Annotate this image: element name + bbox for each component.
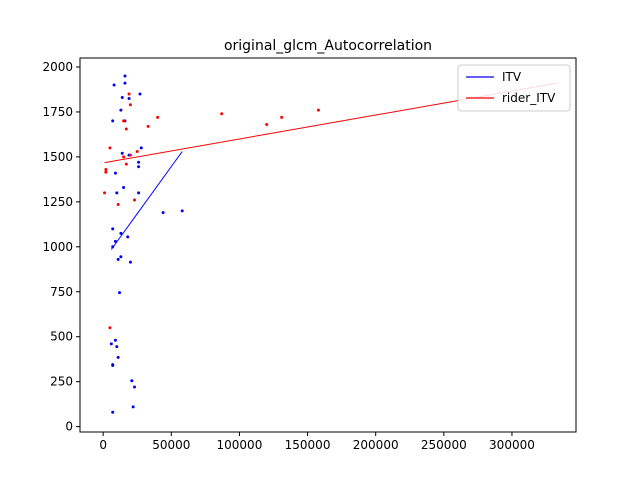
plot-area — [103, 74, 558, 414]
point-rider-itv-4 — [220, 112, 224, 116]
y-tick-label-4: 1000 — [42, 240, 73, 254]
point-rider-itv-14 — [124, 162, 128, 166]
point-itv-16 — [115, 191, 119, 195]
point-itv-31 — [115, 345, 119, 349]
point-itv-24 — [111, 245, 115, 249]
y-tick-label-1: 250 — [50, 375, 73, 389]
point-itv-18 — [161, 211, 165, 215]
x-tick-label-3: 150000 — [285, 438, 331, 452]
point-itv-32 — [116, 355, 120, 359]
point-itv-5 — [120, 96, 124, 100]
y-tick-label-7: 1750 — [42, 105, 73, 119]
legend: ITV rider_ITV — [457, 64, 571, 112]
point-rider-itv-20 — [108, 326, 112, 330]
point-itv-38 — [111, 410, 115, 414]
point-rider-itv-19 — [103, 191, 107, 195]
point-itv-10 — [120, 151, 124, 155]
y-tick-label-2: 500 — [50, 330, 73, 344]
point-rider-itv-11 — [135, 150, 139, 153]
point-itv-37 — [131, 405, 135, 409]
x-tick-label-1: 50000 — [152, 438, 190, 452]
point-itv-28 — [118, 291, 122, 295]
point-itv-30 — [109, 342, 113, 346]
point-itv-25 — [119, 255, 123, 259]
point-itv-2 — [123, 81, 127, 85]
point-itv-4 — [138, 92, 142, 96]
point-itv-1 — [123, 74, 127, 78]
point-itv-34 — [111, 363, 115, 367]
x-tick-label-5: 250000 — [421, 438, 467, 452]
point-rider-itv-6 — [280, 115, 284, 119]
point-itv-23 — [113, 239, 117, 243]
point-itv-6 — [119, 108, 123, 112]
x-tick-label-4: 200000 — [353, 438, 399, 452]
point-itv-26 — [116, 257, 120, 261]
chart-title: original_glcm_Autocorrelation — [224, 38, 432, 54]
point-rider-itv-1 — [128, 103, 132, 107]
point-itv-17 — [137, 191, 141, 195]
point-rider-itv-16 — [104, 170, 108, 174]
point-rider-itv-18 — [133, 198, 137, 202]
point-itv-12 — [137, 160, 141, 164]
point-itv-3 — [127, 96, 131, 100]
point-itv-36 — [133, 385, 137, 389]
point-itv-35 — [130, 379, 134, 383]
point-itv-7 — [111, 119, 115, 123]
point-rider-itv-5 — [265, 123, 269, 127]
point-itv-11 — [139, 146, 143, 150]
point-rider-itv-15 — [104, 167, 108, 171]
point-itv-22 — [126, 235, 130, 239]
trend-line-itv — [110, 151, 183, 250]
legend-label-rider-itv: rider_ITV — [502, 91, 556, 105]
x-tick-label-0: 0 — [99, 438, 107, 452]
point-itv-19 — [180, 209, 184, 213]
point-rider-itv-9 — [124, 127, 128, 131]
plot-frame — [79, 57, 577, 433]
point-itv-0 — [112, 83, 116, 87]
point-itv-21 — [119, 231, 123, 235]
point-rider-itv-12 — [128, 153, 132, 157]
point-itv-29 — [113, 338, 117, 342]
point-rider-itv-3 — [156, 115, 160, 119]
point-rider-itv-13 — [122, 155, 126, 159]
axes: 0 50000 100000 150000 200000 250000 300000 0 250… — [42, 57, 577, 452]
point-rider-itv-10 — [108, 146, 112, 150]
point-rider-itv-0 — [127, 92, 131, 96]
point-rider-itv-7 — [316, 108, 320, 112]
point-itv-13 — [137, 165, 141, 169]
y-tick-label-6: 1500 — [42, 150, 73, 164]
y-tick-label-0: 0 — [65, 420, 73, 434]
point-itv-27 — [128, 260, 132, 264]
y-tick-label-3: 750 — [50, 285, 73, 299]
point-rider-itv-8 — [122, 119, 126, 123]
y-tick-label-5: 1250 — [42, 195, 73, 209]
x-tick-label-2: 100000 — [217, 438, 263, 452]
point-itv-20 — [111, 227, 115, 231]
point-rider-itv-2 — [146, 124, 150, 128]
legend-label-itv: ITV — [502, 70, 522, 84]
x-tick-label-6: 300000 — [489, 438, 535, 452]
point-rider-itv-17 — [116, 203, 120, 207]
point-itv-14 — [113, 171, 117, 175]
point-itv-15 — [122, 185, 126, 189]
y-tick-label-8: 2000 — [42, 60, 73, 74]
